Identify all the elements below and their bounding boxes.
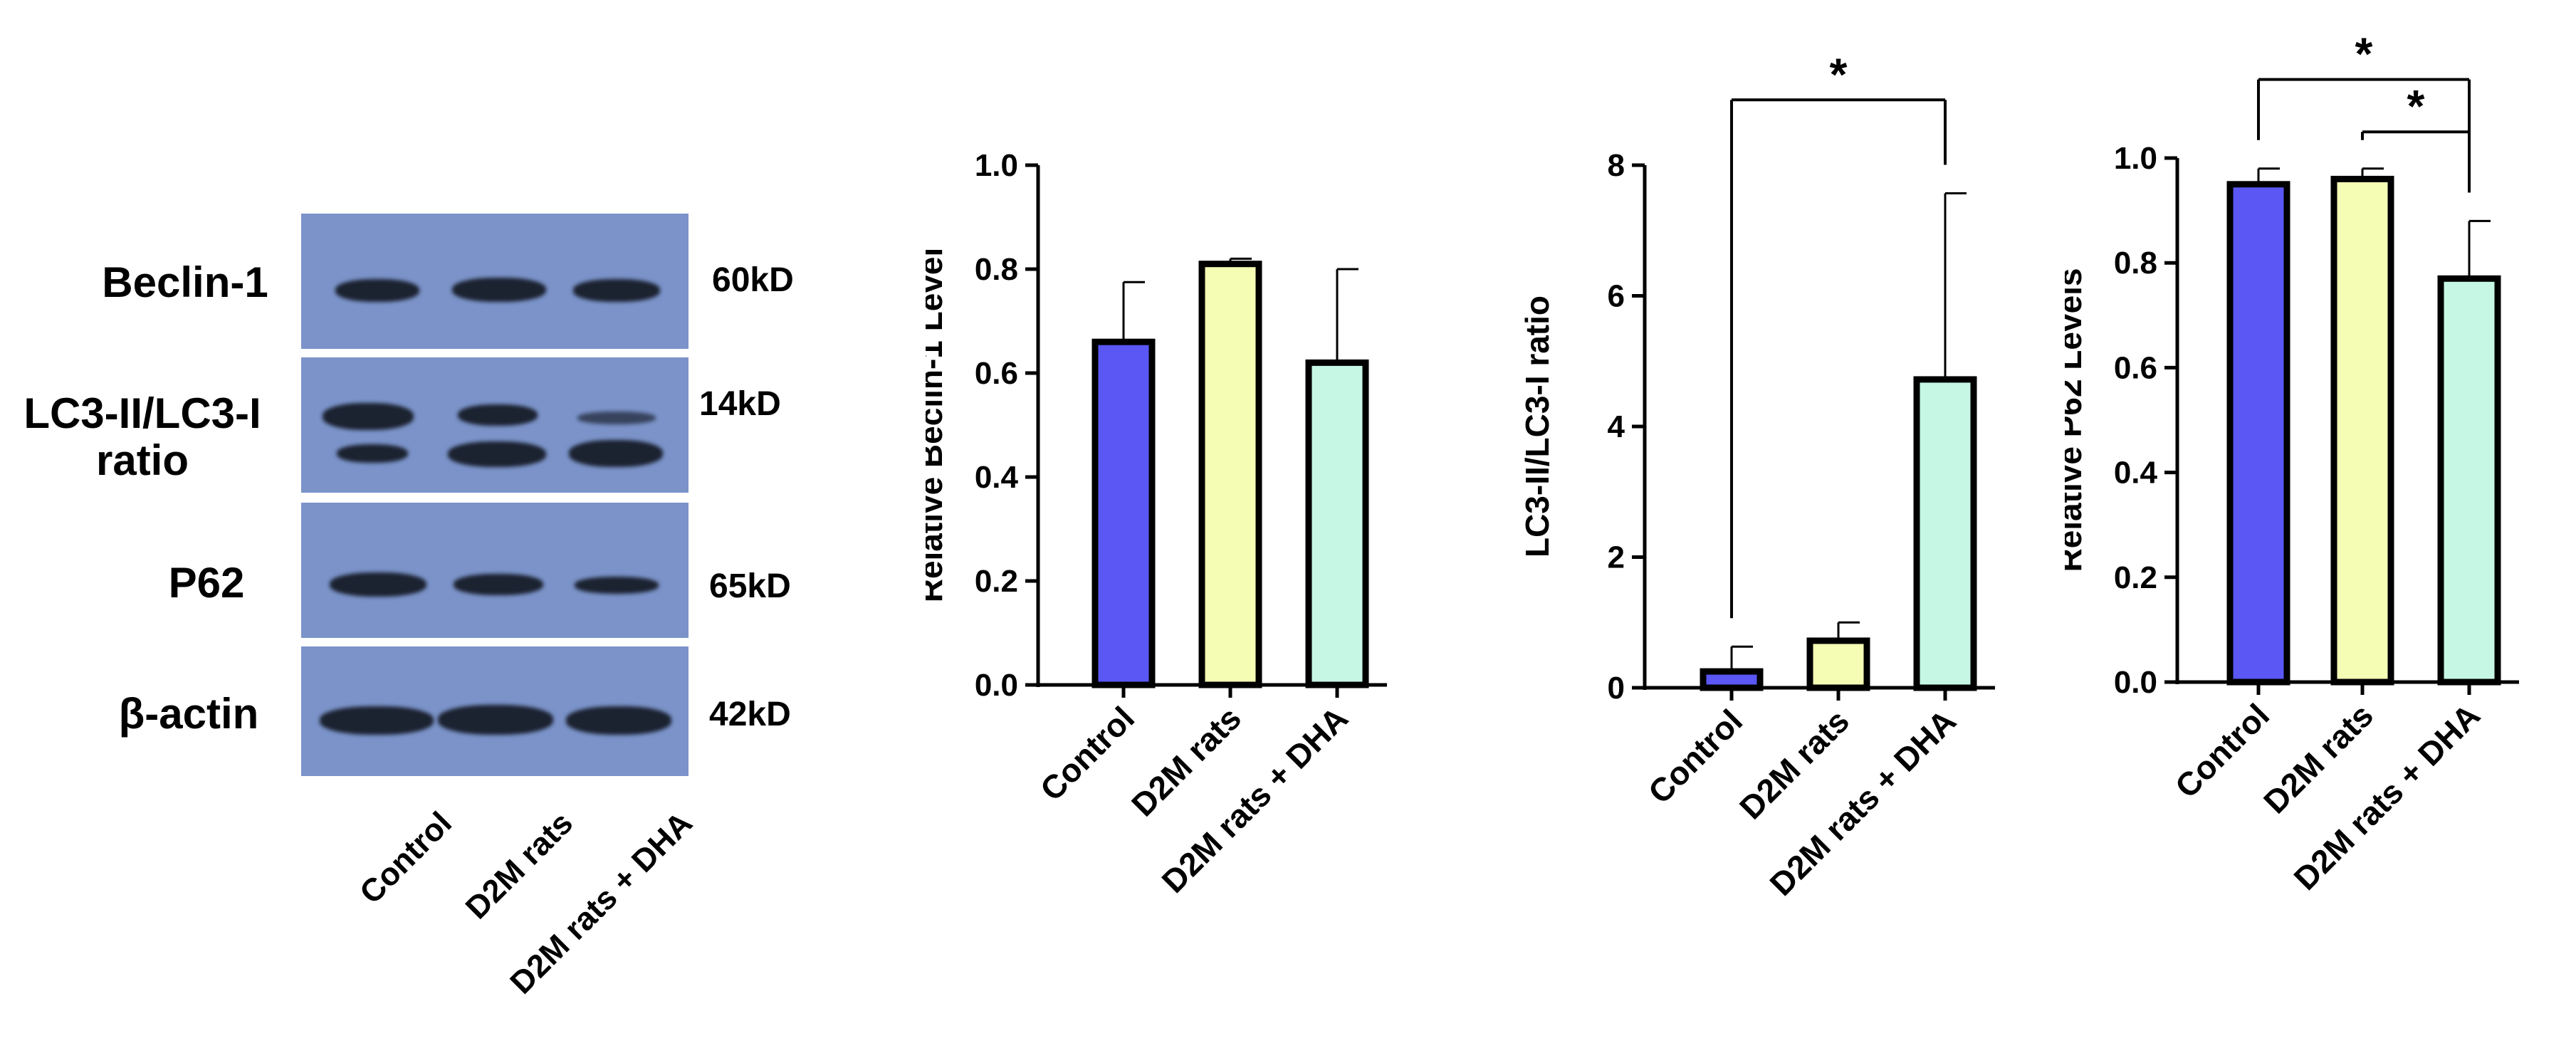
y-tick-label: 0.0 xyxy=(975,668,1018,703)
y-axis-title: Relative Beclin-1 Level xyxy=(926,248,949,603)
significance-star: * xyxy=(2407,80,2425,132)
bar xyxy=(1305,359,1369,688)
chart-p62: 0.0 0.2 0.4 0.6 0.8 1.0 Relative P62 Levels Con… xyxy=(2065,28,2519,897)
blot-band xyxy=(320,706,434,735)
bar xyxy=(2330,175,2394,686)
y-axis-title: Relative P62 Levels xyxy=(2065,268,2088,572)
x-tick-label: Control xyxy=(2168,696,2276,805)
y-tick-label: 8 xyxy=(1608,148,1625,183)
blot-label-actin: β-actin xyxy=(118,690,259,738)
y-tick-label: 6 xyxy=(1608,279,1625,314)
kd-label-beclin: 60kD xyxy=(712,261,794,299)
y-tick-label: 0.8 xyxy=(975,252,1018,287)
kd-label-lc3: 14kD xyxy=(699,385,781,423)
blot-band xyxy=(452,278,546,302)
blot-label-p62: P62 xyxy=(168,559,245,607)
blot-band xyxy=(438,705,553,735)
y-tick-label: 1.0 xyxy=(975,148,1018,183)
bar xyxy=(1806,637,1870,691)
kd-label-actin: 42kD xyxy=(709,696,791,733)
blot-band xyxy=(323,403,414,430)
y-tick-label: 0.4 xyxy=(975,460,1019,495)
blot-band xyxy=(330,572,426,597)
x-tick-label: Control xyxy=(1033,699,1141,807)
y-tick-label: 2 xyxy=(1608,540,1625,575)
blot-label-beclin: Beclin-1 xyxy=(102,258,268,306)
blot-band xyxy=(575,577,659,594)
blot-panel-beclin xyxy=(301,214,688,349)
bar xyxy=(1198,261,1262,688)
blot-lane-label-control: Control xyxy=(352,805,459,911)
y-tick-label: 0.6 xyxy=(2114,350,2157,385)
x-tick-label: D2M rats + DHA xyxy=(1762,702,1963,903)
blot-band xyxy=(448,441,546,467)
kd-label-p62: 65kD xyxy=(709,567,791,605)
significance-star: * xyxy=(2355,28,2373,80)
bar xyxy=(1913,376,1977,691)
blot-label-lc3: LC3-II/LC3-I ratio xyxy=(23,389,261,484)
blot-band xyxy=(454,574,543,595)
bar xyxy=(1700,668,1764,691)
x-tick-label: D2M rats + DHA xyxy=(2286,696,2487,897)
y-tick-label: 0 xyxy=(1608,671,1625,706)
bar xyxy=(2226,181,2290,686)
y-tick-label: 0.6 xyxy=(975,356,1018,391)
blot-band xyxy=(573,279,660,302)
bar xyxy=(2437,275,2501,686)
x-tick-label: D2M rats + DHA xyxy=(1154,699,1355,900)
blot-lane-label-d2m: D2M rats xyxy=(458,805,580,926)
y-tick-label: 0.8 xyxy=(2114,246,2157,281)
blot-band xyxy=(335,279,419,302)
chart-beclin: 0.0 0.2 0.4 0.6 0.8 1.0 Relative Beclin-1 Leve… xyxy=(926,148,1387,900)
y-tick-label: 0.0 xyxy=(2114,665,2157,700)
bar xyxy=(1091,338,1156,688)
y-tick-label: 0.4 xyxy=(2114,456,2158,491)
significance-star: * xyxy=(1830,48,1848,100)
y-tick-label: 4 xyxy=(1608,409,1625,444)
blot-panel-lc3 xyxy=(301,357,688,493)
blot-band xyxy=(458,404,538,426)
blot-band xyxy=(566,706,671,735)
blot-band xyxy=(577,412,656,424)
y-axis-title: LC3-II/LC3-I ratio xyxy=(1524,295,1556,557)
y-tick-label: 0.2 xyxy=(2114,560,2157,595)
y-tick-label: 0.2 xyxy=(975,564,1018,599)
x-tick-label: Control xyxy=(1641,702,1749,810)
blot-band xyxy=(569,440,663,467)
blot-panel-p62 xyxy=(301,503,688,638)
blot-band xyxy=(337,444,408,463)
y-tick-label: 1.0 xyxy=(2114,141,2157,176)
blot-panel-actin xyxy=(301,646,688,776)
